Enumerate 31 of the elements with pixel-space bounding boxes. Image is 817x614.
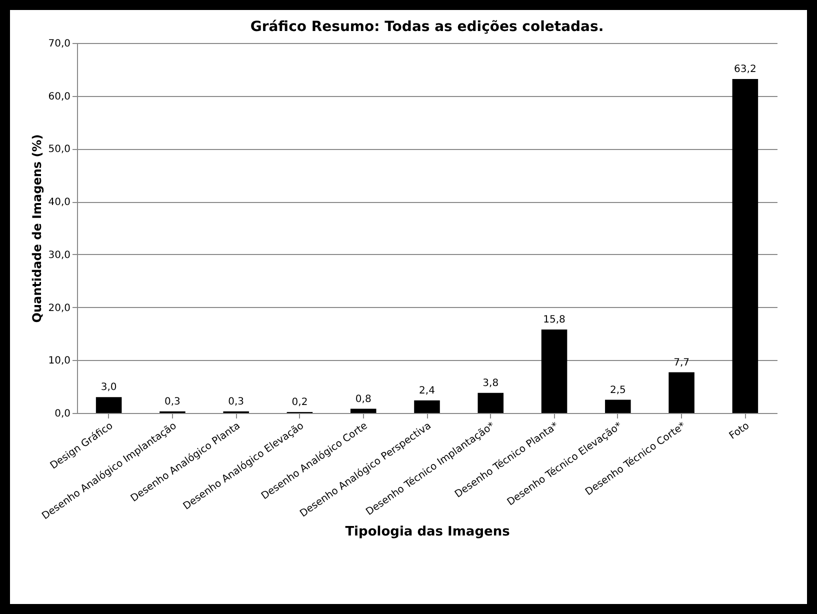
y-tick-label: 20,0 bbox=[48, 302, 70, 314]
data-label: 0,2 bbox=[292, 396, 308, 408]
y-tick-label: 40,0 bbox=[48, 197, 70, 208]
y-tick-label: 30,0 bbox=[48, 250, 70, 261]
data-label: 7,7 bbox=[674, 357, 690, 368]
y-tick-label: 10,0 bbox=[48, 356, 70, 367]
bar bbox=[414, 400, 440, 413]
y-tick-label: 50,0 bbox=[48, 144, 70, 156]
bar bbox=[605, 400, 631, 413]
chart-title: Gráfico Resumo: Todas as edições coletadas. bbox=[250, 19, 604, 35]
data-label: 3,0 bbox=[100, 382, 117, 394]
bar bbox=[668, 372, 694, 413]
x-axis-title: Tipologia das Imagens bbox=[345, 524, 510, 540]
y-tick-label: 60,0 bbox=[48, 91, 70, 102]
bar bbox=[732, 78, 758, 413]
x-tick-label: Foto bbox=[728, 420, 752, 442]
data-label: 0,3 bbox=[164, 396, 180, 408]
bar bbox=[350, 408, 376, 413]
data-label: 2,5 bbox=[610, 384, 626, 396]
data-label: 0,3 bbox=[228, 396, 244, 408]
bar bbox=[478, 392, 504, 413]
data-label: 0,8 bbox=[355, 394, 372, 405]
bar bbox=[541, 329, 568, 413]
data-label: 3,8 bbox=[482, 378, 499, 389]
data-label: 63,2 bbox=[734, 64, 756, 75]
y-axis-title: Quantidade de Imagens (%) bbox=[30, 134, 44, 323]
y-tick-label: 0,0 bbox=[54, 408, 70, 420]
data-label: 2,4 bbox=[419, 385, 435, 396]
y-tick-label: 70,0 bbox=[48, 38, 70, 50]
data-label: 15,8 bbox=[543, 314, 566, 326]
bar bbox=[96, 397, 122, 413]
